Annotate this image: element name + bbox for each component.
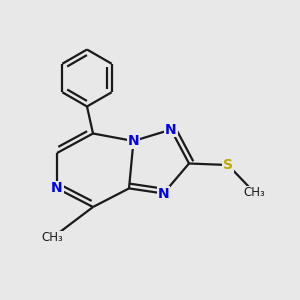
Text: N: N: [128, 134, 139, 148]
Text: N: N: [158, 187, 169, 200]
Text: N: N: [51, 182, 63, 195]
Text: CH₃: CH₃: [244, 186, 265, 199]
Text: S: S: [223, 158, 233, 172]
Text: CH₃: CH₃: [42, 231, 63, 244]
Text: N: N: [165, 123, 177, 136]
